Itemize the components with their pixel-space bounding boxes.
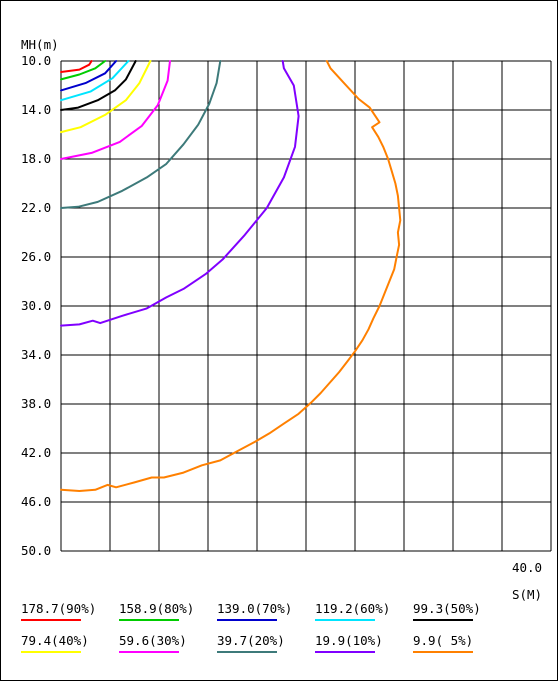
contour-line	[60, 60, 222, 209]
y-tick-label: 38.0	[21, 396, 51, 411]
y-tick-label: 30.0	[21, 298, 51, 313]
legend-label: 119.2(60%)	[315, 601, 390, 616]
y-tick-label: 22.0	[21, 200, 51, 215]
y-tick-label: 10.0	[21, 53, 51, 68]
y-tick-label: 18.0	[21, 151, 51, 166]
x-axis-title: S(M)	[512, 587, 542, 602]
plot-grid	[60, 60, 552, 552]
legend-label: 158.9(80%)	[119, 601, 194, 616]
contour-line	[60, 60, 152, 134]
contour-line	[60, 60, 300, 327]
y-tick-label: 50.0	[21, 543, 51, 558]
contour-lines	[60, 60, 402, 492]
y-tick-label: 42.0	[21, 445, 51, 460]
contour-line	[60, 60, 93, 73]
y-tick-labels: 10.0 14.0 18.0 22.0 26.0 30.0 34.0 38.0 42.0 46.0…	[21, 53, 51, 558]
y-tick-label: 34.0	[21, 347, 51, 362]
contour-line	[60, 60, 107, 81]
contour-line	[60, 60, 118, 92]
legend-label: 19.9(10%)	[315, 633, 383, 648]
contour-line	[60, 60, 137, 111]
legend-label: 59.6(30%)	[119, 633, 187, 648]
contour-line	[60, 60, 130, 102]
legend-label: 39.7(20%)	[217, 633, 285, 648]
y-tick-label: 14.0	[21, 102, 51, 117]
legend-label: 9.9( 5%)	[413, 633, 473, 648]
y-tick-label: 26.0	[21, 249, 51, 264]
y-axis-title: MH(m)	[21, 37, 59, 52]
legend-label: 139.0(70%)	[217, 601, 292, 616]
contour-line	[60, 60, 171, 160]
legend-label: 99.3(50%)	[413, 601, 481, 616]
x-tick-label: 40.0	[512, 560, 542, 575]
legend-label: 79.4(40%)	[21, 633, 89, 648]
legend-label: 178.7(90%)	[21, 601, 96, 616]
contour-line	[60, 60, 402, 492]
legend: 178.7(90%) 158.9(80%) 139.0(70%) 119.2(60%)…	[21, 601, 481, 653]
y-tick-label: 46.0	[21, 494, 51, 509]
